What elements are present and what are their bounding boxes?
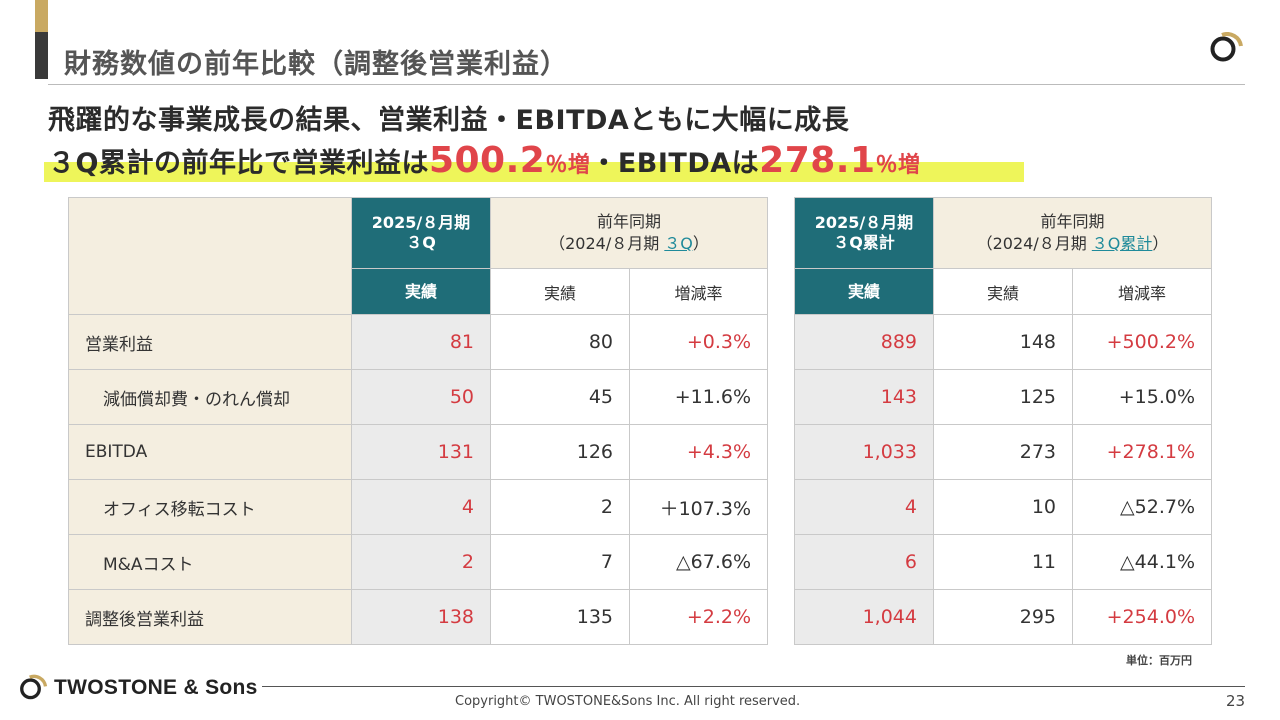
change-rate: ＋107.3% [628, 479, 769, 535]
copyright: Copyright© TWOSTONE&Sons Inc. All right … [455, 694, 801, 709]
table-row: 143 125 +15.0% [794, 369, 1213, 425]
row-label: M&Aコスト [68, 534, 352, 590]
accent-bar-dark [35, 32, 48, 79]
current-value: 2 [351, 534, 491, 590]
prior-value: 11 [933, 534, 1073, 590]
unit-note: 単位：百万円 [1126, 654, 1192, 667]
change-rate: +2.2% [628, 589, 769, 645]
change-rate: +4.3% [628, 424, 769, 480]
table-row: EBITDA 131 126 +4.3% [68, 424, 769, 480]
col-actual: 実績 [794, 268, 934, 315]
current-value: 1,044 [794, 589, 934, 645]
prior-value: 45 [490, 369, 630, 425]
current-value: 143 [794, 369, 934, 425]
current-value: 81 [351, 314, 491, 370]
col-change-rate: 増減率 [628, 268, 769, 315]
prior-value: 295 [933, 589, 1073, 645]
table-row: 889 148 +500.2% [794, 314, 1213, 370]
change-rate: △67.6% [628, 534, 769, 590]
headline-highlight [44, 162, 1024, 182]
current-value: 4 [794, 479, 934, 535]
table-row: 営業利益 81 80 +0.3% [68, 314, 769, 370]
footer-logo-text: TWOSTONE & Sons [54, 676, 258, 699]
page-number: 23 [1226, 692, 1246, 710]
table-row: 減価償却費・のれん償却 50 45 +11.6% [68, 369, 769, 425]
operating-profit-growth-unit: ％増 [545, 153, 591, 178]
row-label: 営業利益 [68, 314, 352, 370]
footer-divider [262, 686, 1245, 687]
company-logo-icon [1210, 32, 1243, 62]
change-rate: +254.0% [1071, 589, 1213, 645]
change-rate: +0.3% [628, 314, 769, 370]
prior-value: 80 [490, 314, 630, 370]
change-rate: +15.0% [1071, 369, 1213, 425]
current-value: 138 [351, 589, 491, 645]
table-row: 1,044 295 +254.0% [794, 589, 1213, 645]
accent-bar-gold [35, 0, 48, 32]
ebitda-growth-value: 278.1 [759, 140, 876, 181]
current-value: 50 [351, 369, 491, 425]
table-row: 1,033 273 +278.1% [794, 424, 1213, 480]
page-title: 財務数値の前年比較（調整後営業利益） [64, 49, 568, 80]
col-actual: 実績 [351, 268, 491, 315]
change-rate: △44.1% [1071, 534, 1213, 590]
table-row: M&Aコスト 2 7 △67.6% [68, 534, 769, 590]
prior-value: 10 [933, 479, 1073, 535]
headline-line-1: 飛躍的な事業成長の結果、営業利益・EBITDAともに大幅に成長 [48, 105, 850, 136]
prior-value: 273 [933, 424, 1073, 480]
footer-logo-icon [20, 674, 48, 700]
current-period-header: 2025/８月期 ３Q累計 [794, 197, 934, 269]
table-row: オフィス移転コスト 4 2 ＋107.3% [68, 479, 769, 535]
prior-value: 2 [490, 479, 630, 535]
table-row: 6 11 △44.1% [794, 534, 1213, 590]
col-prior-actual: 実績 [490, 268, 630, 315]
prior-value: 148 [933, 314, 1073, 370]
table-corner [68, 197, 352, 315]
prior-period-header: 前年同期 （2024/８月期 ３Q） [489, 197, 769, 269]
prior-period-header: 前年同期 （2024/８月期 ３Q累計） [932, 197, 1213, 269]
change-rate: +278.1% [1071, 424, 1213, 480]
col-change-rate: 増減率 [1071, 268, 1213, 315]
current-value: 6 [794, 534, 934, 590]
prior-value: 126 [490, 424, 630, 480]
cumulative-comparison-table: 2025/８月期 ３Q累計 前年同期 （2024/８月期 ３Q累計） 実績 実績 増… [794, 197, 1213, 645]
current-period-header: 2025/８月期 ３Q [351, 197, 491, 269]
prior-period-link[interactable]: ３Q [664, 234, 693, 253]
title-divider [48, 84, 1245, 85]
ebitda-growth-unit: ％増 [875, 153, 921, 178]
current-value: 4 [351, 479, 491, 535]
prior-value: 125 [933, 369, 1073, 425]
table-row: 調整後営業利益 138 135 +2.2% [68, 589, 769, 645]
headline-text-b: ・EBITDAは [590, 148, 760, 179]
col-prior-actual: 実績 [933, 268, 1073, 315]
headline-text-a: ３Q累計の前年比で営業利益は [48, 148, 429, 179]
headline-line-2: ３Q累計の前年比で営業利益は500.2％増・EBITDAは278.1％増 [48, 140, 921, 182]
current-value: 131 [351, 424, 491, 480]
row-label: EBITDA [68, 424, 352, 480]
prior-value: 135 [490, 589, 630, 645]
change-rate: △52.7% [1071, 479, 1213, 535]
prior-period-link[interactable]: ３Q累計 [1091, 234, 1153, 253]
quarter-comparison-table: 2025/８月期 ３Q 前年同期 （2024/８月期 ３Q） 実績 実績 増減率 営… [68, 197, 769, 645]
change-rate: +500.2% [1071, 314, 1213, 370]
table-row: 4 10 △52.7% [794, 479, 1213, 535]
current-value: 889 [794, 314, 934, 370]
change-rate: +11.6% [628, 369, 769, 425]
current-value: 1,033 [794, 424, 934, 480]
prior-value: 7 [490, 534, 630, 590]
footer-logo: TWOSTONE & Sons [18, 672, 258, 704]
operating-profit-growth-value: 500.2 [428, 140, 546, 181]
row-label: オフィス移転コスト [68, 479, 352, 535]
row-label: 減価償却費・のれん償却 [68, 369, 352, 425]
row-label: 調整後営業利益 [68, 589, 352, 645]
